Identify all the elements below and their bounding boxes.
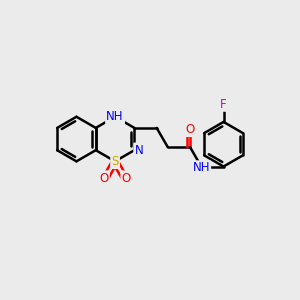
Text: O: O <box>122 172 131 184</box>
Text: NH: NH <box>193 161 210 175</box>
Text: F: F <box>220 98 227 111</box>
Text: N: N <box>134 144 143 157</box>
Text: O: O <box>99 172 109 184</box>
Text: NH: NH <box>106 110 124 123</box>
Text: O: O <box>185 123 195 136</box>
Text: S: S <box>111 155 119 168</box>
